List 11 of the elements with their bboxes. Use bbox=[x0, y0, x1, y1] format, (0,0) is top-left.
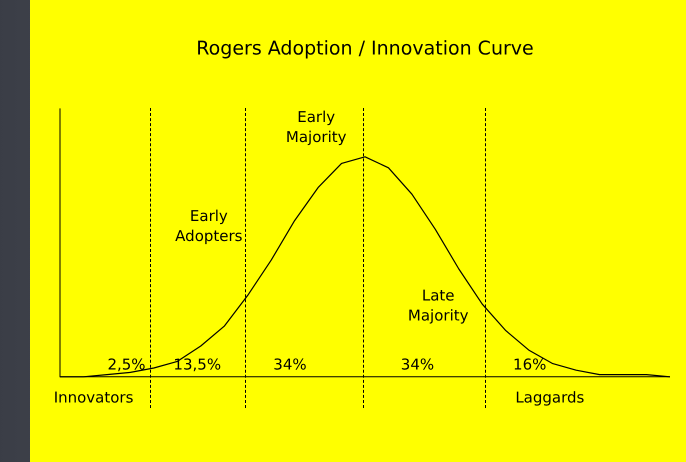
annotation: Early Adopters bbox=[175, 207, 243, 246]
annotation: 34% bbox=[273, 356, 307, 374]
annotation: 34% bbox=[400, 356, 434, 374]
text: Early Majority bbox=[286, 108, 347, 146]
text: Innovators bbox=[54, 388, 134, 407]
text: Laggards bbox=[515, 388, 585, 407]
annotation: Late Majority bbox=[408, 286, 469, 324]
chart-title: Rogers Adoption / Innovation Curve bbox=[196, 37, 534, 60]
annotation: 2,5% bbox=[107, 356, 146, 374]
annotation: 13,5% bbox=[173, 356, 222, 374]
annotation: 16% bbox=[513, 356, 546, 374]
